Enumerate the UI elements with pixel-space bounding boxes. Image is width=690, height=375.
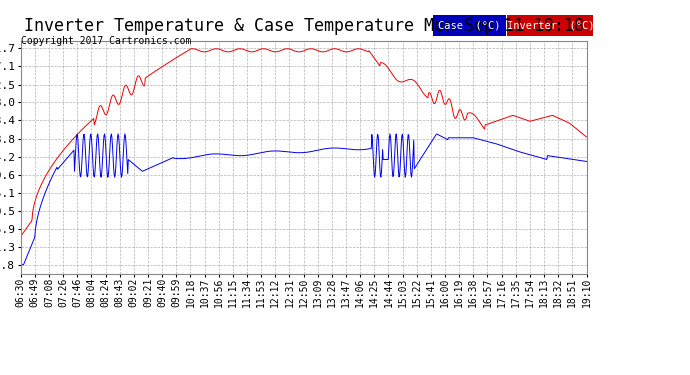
Text: Inverter Temperature & Case Temperature Mon Sep 11 19:18: Inverter Temperature & Case Temperature … [23,17,584,35]
Text: Case  (°C): Case (°C) [438,20,501,30]
Text: Copyright 2017 Cartronics.com: Copyright 2017 Cartronics.com [21,36,191,46]
Text: Inverter  (°C): Inverter (°C) [506,20,594,30]
